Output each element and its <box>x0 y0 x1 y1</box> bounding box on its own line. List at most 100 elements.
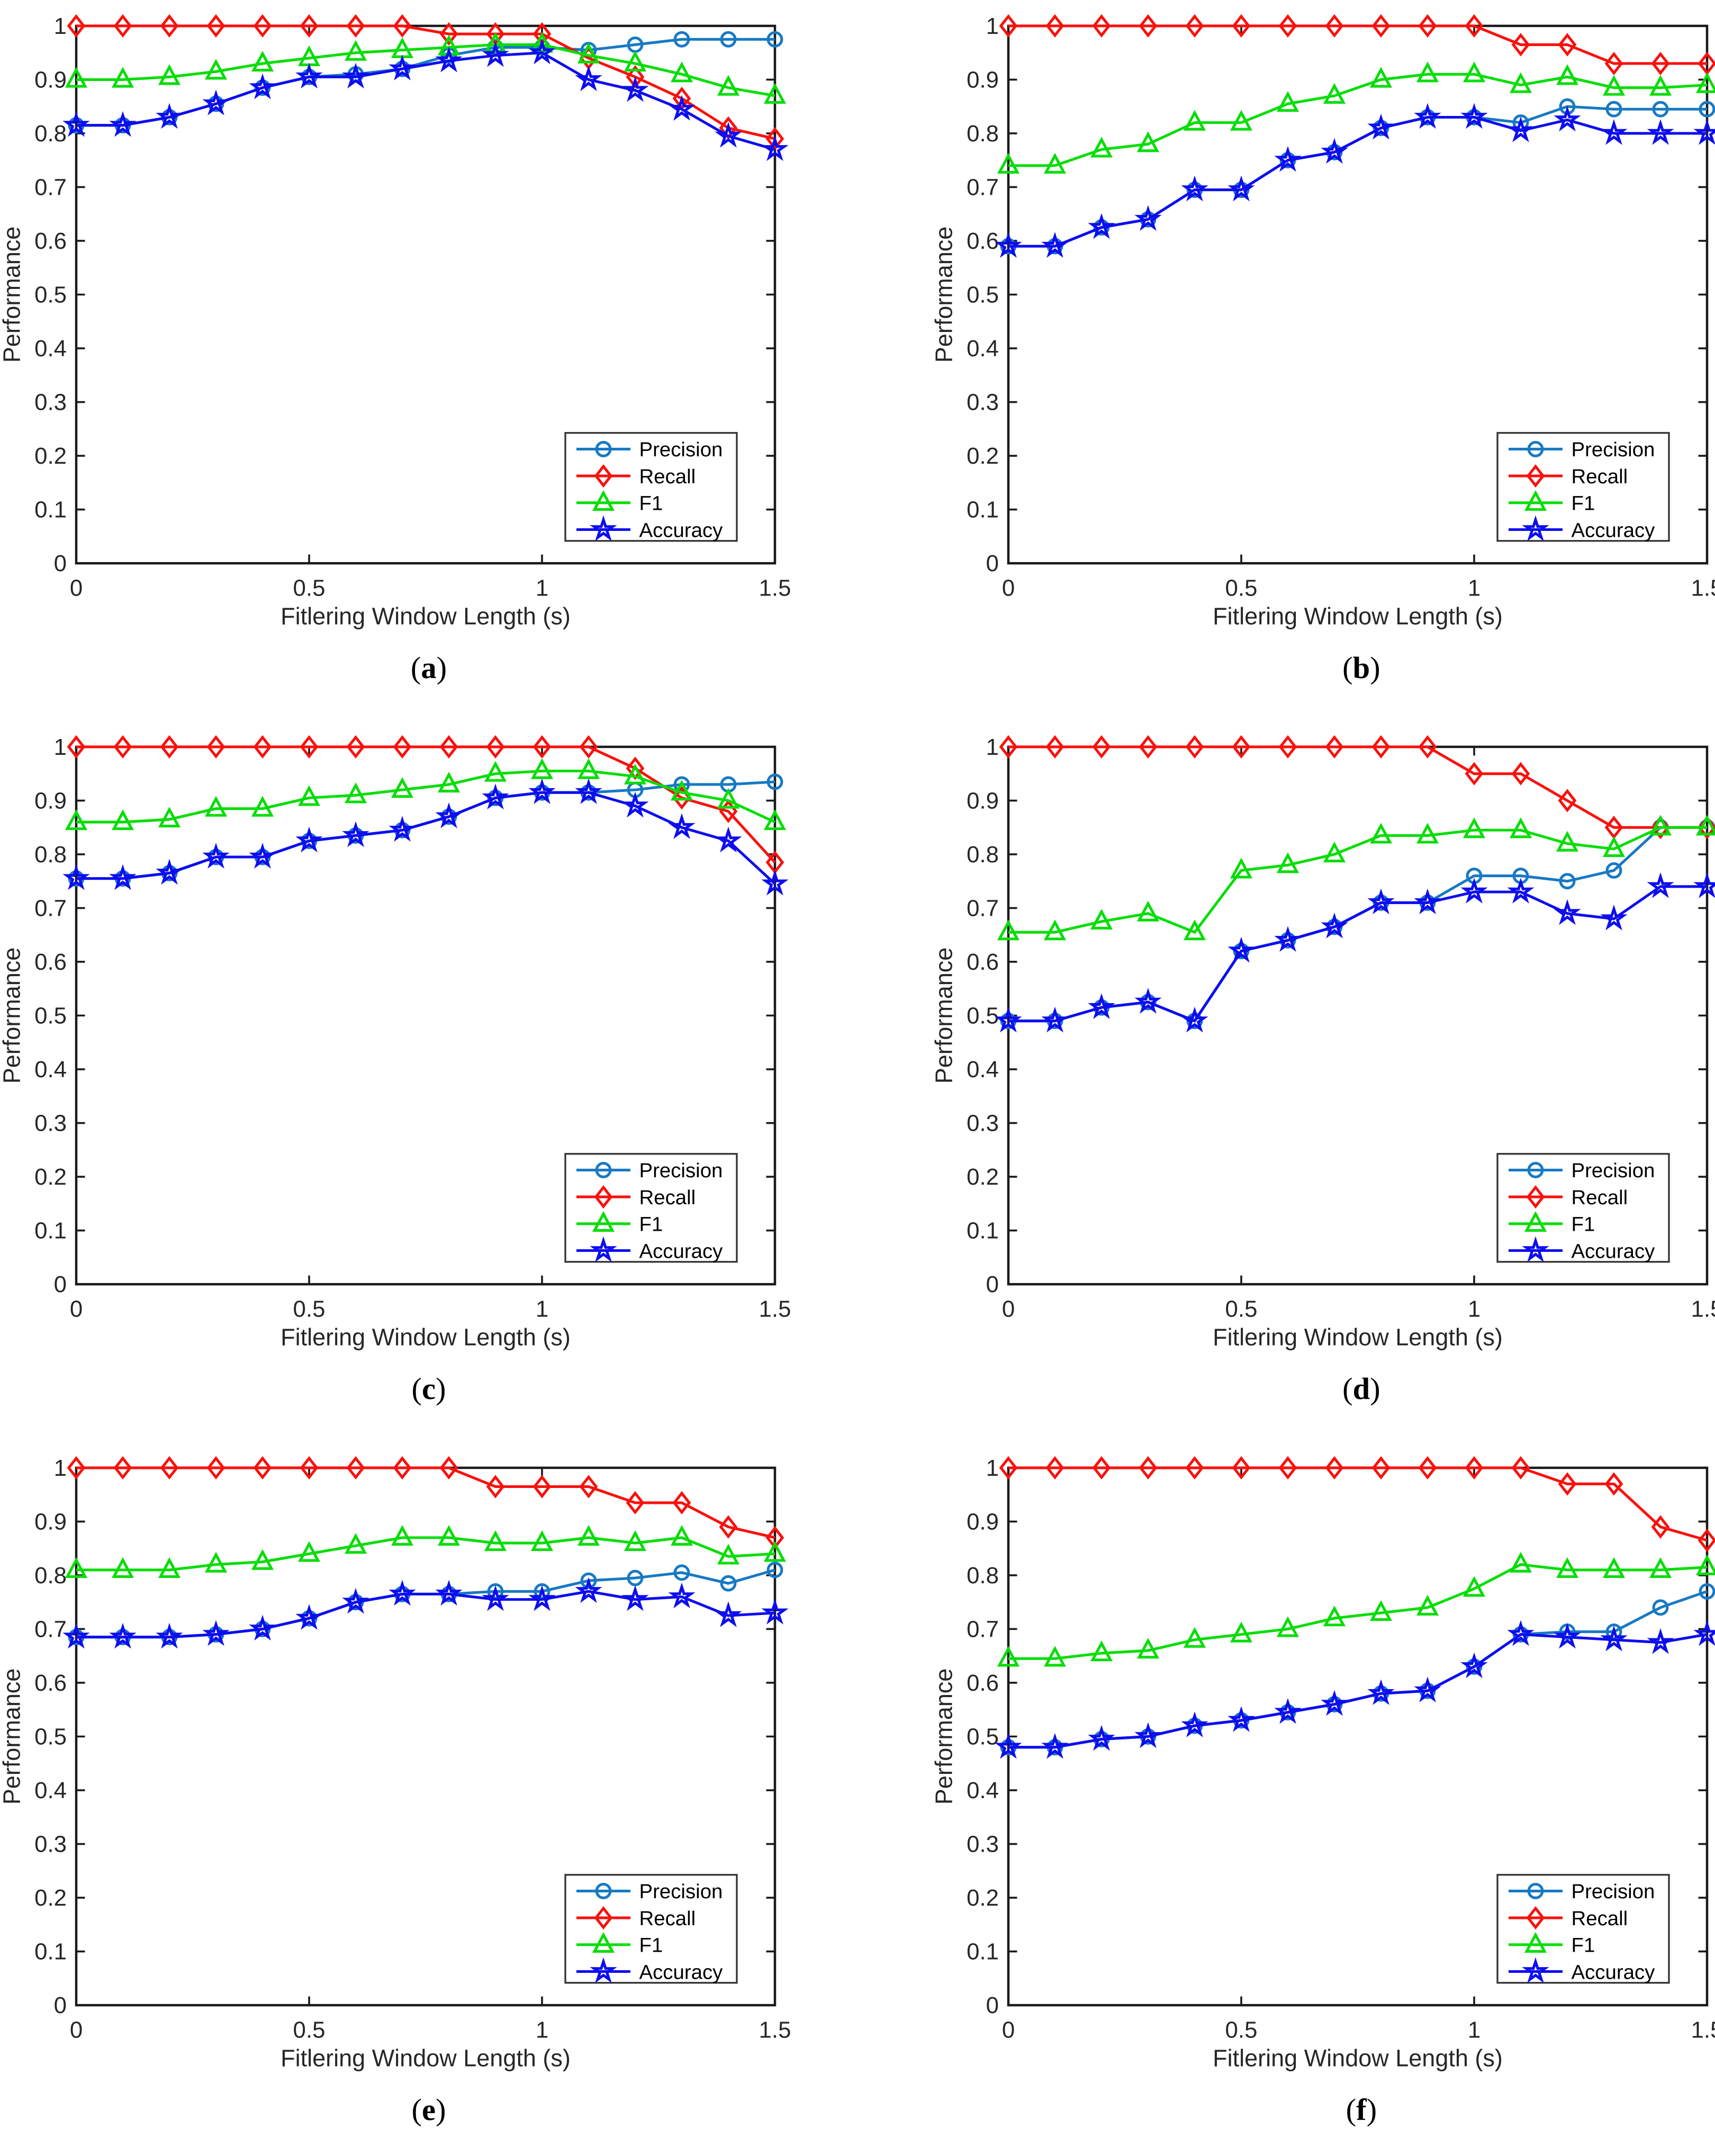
x-tick-label: 1.5 <box>1691 2017 1715 2043</box>
accuracy-marker <box>995 232 1023 258</box>
legend-label-recall: Recall <box>639 465 696 488</box>
chart-c: 0 0.5 1 1.500.10.20.30.40.50.60.70.80.91Fit… <box>0 734 791 1350</box>
caption-paren: ( <box>1346 2094 1357 2128</box>
accuracy-marker <box>1554 105 1582 132</box>
accuracy-marker <box>202 89 230 115</box>
recall-marker <box>439 1455 458 1480</box>
accuracy-marker <box>761 1598 789 1624</box>
recall-marker <box>1093 734 1112 759</box>
recall-marker <box>393 14 412 38</box>
f1-marker <box>763 83 787 104</box>
f1-marker <box>530 32 554 53</box>
accuracy-marker <box>342 62 369 89</box>
f1-marker <box>1184 110 1206 131</box>
x-tick-label: 0.5 <box>293 2017 326 2043</box>
f1-marker <box>1230 857 1253 878</box>
f1-marker <box>1230 110 1253 131</box>
accuracy-marker <box>249 1614 276 1640</box>
recall-marker <box>719 116 738 140</box>
f1-marker <box>1370 1600 1393 1621</box>
f1-marker <box>65 67 88 88</box>
accuracy-marker <box>1321 1689 1349 1716</box>
f1-marker <box>1137 900 1160 921</box>
y-tick-label: 0.5 <box>967 1724 999 1749</box>
y-tick-label: 0 <box>987 551 999 576</box>
y-axis-label: Performance <box>931 947 958 1084</box>
series-line-recall <box>76 24 775 140</box>
accuracy-marker <box>1181 1006 1209 1032</box>
accuracy-marker <box>1135 987 1162 1014</box>
recall-marker <box>206 1455 225 1480</box>
precision-marker <box>1606 101 1623 118</box>
legend-label-accuracy: Accuracy <box>639 1960 724 1983</box>
recall-marker <box>346 734 365 759</box>
recall-marker <box>1558 788 1577 812</box>
precision-marker <box>595 1882 612 1899</box>
recall-marker <box>765 1525 784 1549</box>
panel-caption: (e) <box>0 2094 858 2129</box>
f1-marker <box>251 795 274 816</box>
accuracy-marker <box>435 801 463 828</box>
accuracy-marker <box>156 103 183 129</box>
precision-marker <box>766 31 783 48</box>
accuracy-marker <box>1368 1679 1395 1705</box>
precision-marker <box>1606 862 1623 878</box>
x-tick-label: 0 <box>70 1296 83 1322</box>
caption-letter: e <box>422 2094 436 2128</box>
recall-marker <box>1372 1455 1391 1480</box>
f1-marker <box>204 1551 228 1572</box>
recall-marker <box>1232 14 1251 38</box>
accuracy-marker <box>1601 904 1628 930</box>
f1-marker <box>1416 61 1439 83</box>
accuracy-marker <box>1228 936 1256 962</box>
accuracy-marker <box>715 122 742 148</box>
f1-marker <box>763 1540 787 1562</box>
recall-marker <box>1279 14 1298 38</box>
y-tick-label: 0.7 <box>34 1616 67 1642</box>
accuracy-marker <box>295 62 323 89</box>
panel-d: 00.511.500.10.20.30.40.50.60.70.80.91Fit… <box>931 720 1715 1435</box>
recall-marker <box>113 1455 132 1480</box>
y-tick-label: 0.9 <box>34 67 67 93</box>
recall-marker <box>160 1455 179 1480</box>
f1-marker <box>530 757 554 779</box>
y-tick-label: 1 <box>987 13 999 39</box>
recall-marker <box>1558 1472 1577 1495</box>
accuracy-marker <box>1414 103 1442 129</box>
accuracy-marker <box>590 515 617 542</box>
caption-paren: ) <box>1370 653 1380 686</box>
y-tick-label: 0.3 <box>967 390 999 416</box>
recall-marker <box>579 1474 598 1498</box>
f1-marker <box>391 777 414 798</box>
f1-marker <box>624 50 647 72</box>
recall-marker <box>113 14 132 38</box>
precision-marker <box>766 773 783 790</box>
y-tick-label: 0.3 <box>34 1110 67 1136</box>
x-tick-label: 0 <box>70 2017 83 2043</box>
chart-a: 0 0.5 1 1.500.10.20.30.40.50.60.70.80.91Fit… <box>0 13 791 630</box>
f1-marker <box>1556 64 1579 85</box>
recall-marker <box>999 734 1018 759</box>
legend-label-recall: Recall <box>1572 1186 1628 1208</box>
series-line-recall <box>76 1466 775 1539</box>
legend-label-precision: Precision <box>1572 1880 1655 1902</box>
recall-marker <box>346 1455 365 1480</box>
x-tick-label: 1 <box>1468 575 1481 601</box>
chart-f: 00.511.500.10.20.30.40.50.60.70.80.91Fit… <box>931 1455 1715 2071</box>
f1-marker <box>1137 1637 1160 1658</box>
x-tick-label: 1.5 <box>759 1296 791 1322</box>
series-line-f1 <box>76 43 775 97</box>
caption-letter: b <box>1352 653 1370 686</box>
recall-marker <box>999 1455 1018 1480</box>
y-tick-label: 0.5 <box>34 1003 67 1029</box>
caption-letter: d <box>1352 1373 1370 1407</box>
recall-marker <box>206 14 225 38</box>
recall-marker <box>486 1474 505 1498</box>
recall-marker <box>1605 51 1624 76</box>
accuracy-marker <box>1522 1956 1550 1983</box>
y-tick-label: 0.7 <box>34 174 67 200</box>
recall-marker <box>1186 14 1205 38</box>
accuracy-marker <box>621 76 649 102</box>
y-tick-label: 0.9 <box>34 1508 67 1534</box>
precision-marker <box>1699 101 1715 118</box>
